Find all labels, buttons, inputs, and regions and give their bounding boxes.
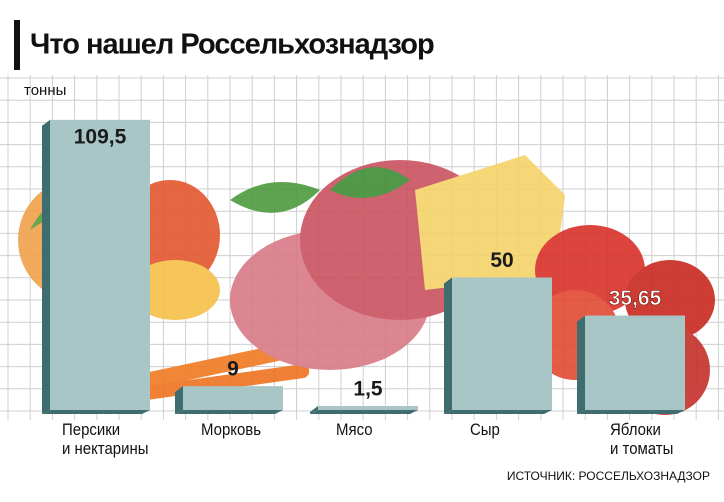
y-axis-label: тонны <box>24 82 66 99</box>
bar <box>183 386 283 410</box>
value-label: 50 <box>490 249 513 272</box>
bar <box>452 277 552 410</box>
value-label: 1,5 <box>353 378 383 401</box>
bar-base <box>175 410 283 414</box>
category-label: Персики и нектарины <box>62 420 149 458</box>
bar-base <box>577 410 685 414</box>
bar-base <box>444 410 552 414</box>
bar <box>50 119 150 410</box>
bar-side <box>42 119 50 414</box>
source-note: ИСТОЧНИК: РОССЕЛЬХОЗНАДЗОР <box>507 469 710 483</box>
title-accent <box>14 20 20 70</box>
category-label: Сыр <box>470 420 500 439</box>
value-label: 109,5 <box>74 125 127 148</box>
category-label: Яблоки и томаты <box>610 420 674 458</box>
bar-base <box>42 410 150 414</box>
value-label: 35,65 <box>609 287 662 310</box>
bar-side <box>577 315 585 414</box>
chart-title: Что нашел Россельхознадзор <box>30 29 434 61</box>
value-label: 9 <box>227 358 239 381</box>
category-label: Мясо <box>336 420 373 439</box>
bar-side <box>175 386 183 414</box>
bar <box>318 406 418 410</box>
bar-base <box>310 410 418 414</box>
category-label: Морковь <box>201 420 262 439</box>
bars <box>42 119 685 414</box>
bar-side <box>444 277 452 414</box>
bar-side <box>310 406 318 414</box>
bar <box>585 315 685 410</box>
